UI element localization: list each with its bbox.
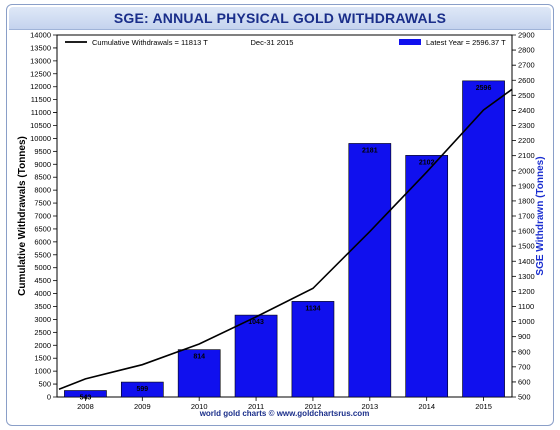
y-axis-right-label: SGE Withdrawn (Tonnes) [535, 156, 546, 275]
left-tick-label: 1000 [34, 367, 51, 376]
left-tick-label: 2500 [34, 328, 51, 337]
x-tick-label: 2011 [248, 402, 264, 411]
right-tick-label: 2400 [518, 106, 535, 115]
labels: 543 599 814 1043 1134 2181 2102 2596 [80, 85, 492, 402]
bar [64, 390, 107, 398]
legend-date: Dec-31 2015 [251, 38, 294, 47]
right-tick-label: 2600 [518, 76, 535, 85]
title-bar: SGE: ANNUAL PHYSICAL GOLD WITHDRAWALS [9, 7, 551, 30]
left-tick-label: 4000 [34, 289, 51, 298]
left-tick-label: 11000 [31, 108, 51, 117]
left-tick-label: 9500 [34, 147, 51, 156]
axes: 0 500 1000 1500 2000 2500 3000 3500 4000 4500 5000… [17, 31, 546, 419]
bar [234, 314, 278, 398]
right-tick-label: 600 [518, 377, 531, 386]
right-tick-label: 1300 [518, 272, 535, 281]
left-tick-label: 1500 [34, 354, 51, 363]
left-tick-label: 6000 [34, 237, 51, 246]
left-tick-label: 8500 [34, 173, 51, 182]
left-tick-label: 7500 [34, 199, 51, 208]
right-tick-label: 2000 [518, 166, 535, 175]
left-tick-label: 12000 [30, 82, 51, 91]
left-tick-label: 11500 [31, 95, 51, 104]
right-tick-label: 2700 [518, 61, 535, 70]
right-tick-label: 2900 [518, 31, 535, 40]
bar-value-label: 543 [80, 395, 92, 402]
bar [291, 301, 335, 398]
bar [177, 349, 221, 398]
bar-value-label: 814 [193, 354, 205, 361]
bars [64, 80, 505, 398]
left-tick-label: 0 [47, 393, 51, 402]
legend-bar-swatch [399, 39, 421, 45]
chart-svg: 0 500 1000 1500 2000 2500 3000 3500 4000 4500 5000… [17, 31, 546, 419]
left-tick-label: 9000 [34, 160, 51, 169]
right-tick-label: 900 [518, 332, 531, 341]
x-tick-label: 2012 [305, 402, 322, 411]
chart-title: SGE: ANNUAL PHYSICAL GOLD WITHDRAWALS [113, 10, 447, 26]
bar [120, 381, 164, 398]
right-tick-label: 1600 [518, 227, 535, 236]
bar-value-label: 2102 [419, 159, 435, 166]
legend: Cumulative Withdrawals = 11813 T Dec-31 2… [65, 38, 506, 47]
x-tick-label: 2008 [77, 402, 94, 411]
left-tick-label: 500 [38, 380, 51, 389]
cumulative-line [58, 88, 513, 390]
left-tick-label: 2000 [34, 341, 51, 350]
left-tick-label: 12500 [30, 69, 51, 78]
right-tick-label: 2800 [518, 46, 535, 55]
right-tick-label: 1700 [518, 212, 535, 221]
right-tick-label: 1000 [518, 317, 535, 326]
left-tick-label: 7000 [34, 212, 51, 221]
left-tick-label: 10500 [30, 121, 51, 130]
right-tick-label: 700 [518, 362, 531, 371]
bar [462, 80, 505, 398]
bar [405, 155, 449, 398]
left-tick-label: 5000 [34, 263, 51, 272]
left-tick-label: 3000 [34, 315, 51, 324]
right-tick-label: 1200 [518, 287, 535, 296]
right-tick-label: 1100 [518, 302, 534, 311]
cumulative-series-line [58, 88, 513, 390]
y-axis-left-label: Cumulative Withdrawals (Tonnes) [17, 136, 28, 296]
bar-value-label: 2181 [362, 147, 378, 154]
left-tick-label: 13500 [30, 43, 51, 52]
x-tick-label: 2013 [361, 402, 378, 411]
left-tick-label: 13000 [30, 56, 51, 65]
right-tick-label: 1400 [518, 257, 535, 266]
bar-value-label: 1043 [248, 319, 264, 326]
bar [348, 143, 392, 398]
bar-value-label: 1134 [305, 305, 320, 312]
bar-value-label: 599 [136, 386, 148, 393]
x-tick-label: 2009 [134, 402, 151, 411]
right-tick-label: 500 [518, 393, 531, 402]
left-tick-label: 3500 [34, 302, 51, 311]
left-tick-label: 14000 [30, 31, 51, 40]
x-tick-label: 2015 [475, 402, 492, 411]
left-tick-label: 5500 [34, 250, 51, 259]
chart-frame: SGE: ANNUAL PHYSICAL GOLD WITHDRAWALS 0 5… [6, 4, 554, 426]
right-tick-label: 2100 [518, 151, 535, 160]
right-tick-label: 1500 [518, 242, 535, 251]
right-tick-label: 2300 [518, 121, 535, 130]
credit-text: world gold charts © www.goldchartsrus.co… [199, 409, 370, 418]
right-tick-label: 2500 [518, 91, 535, 100]
left-tick-label: 8000 [34, 186, 51, 195]
right-tick-label: 2200 [518, 136, 535, 145]
left-tick-label: 6500 [34, 224, 51, 233]
x-tick-label: 2010 [191, 402, 208, 411]
right-tick-label: 1800 [518, 196, 535, 205]
bar-value-label: 2596 [476, 85, 492, 92]
legend-cumulative-label: Cumulative Withdrawals = 11813 T [92, 38, 208, 47]
right-tick-label: 1900 [518, 181, 535, 190]
x-tick-label: 2014 [418, 402, 435, 411]
legend-latest-label: Latest Year = 2596.37 T [426, 38, 506, 47]
right-tick-label: 800 [518, 347, 531, 356]
left-tick-label: 10000 [30, 134, 51, 143]
left-tick-label: 4500 [34, 276, 51, 285]
